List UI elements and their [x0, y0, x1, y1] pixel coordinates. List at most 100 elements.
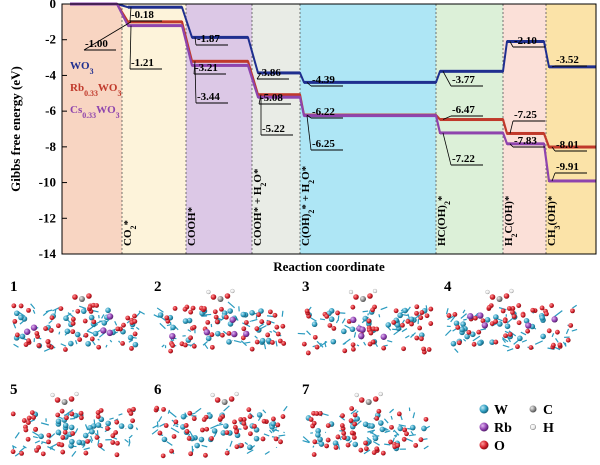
oxygen-atom — [240, 335, 246, 341]
tungsten-atom — [88, 314, 95, 321]
bond — [128, 439, 131, 444]
value-label: -2.10 — [514, 35, 537, 47]
bond — [312, 445, 315, 448]
bond — [118, 340, 121, 343]
rubidium-atom — [359, 326, 366, 333]
series-labels: WO3 Rb0.33WO3 Cs0.33WO3 — [70, 60, 121, 120]
tungsten-atom — [247, 444, 253, 451]
oxygen-atom — [414, 304, 420, 310]
tungsten-atom — [182, 318, 189, 324]
x-axis-label: Reaction coordinate — [273, 259, 385, 274]
oxygen-atom — [115, 440, 120, 446]
oxygen-atom — [238, 417, 244, 422]
tungsten-atom — [19, 333, 26, 340]
value-label-leader — [551, 65, 556, 68]
oxygen-atom — [96, 344, 102, 350]
tungsten-atom — [68, 340, 74, 347]
oxygen-atom — [201, 306, 207, 311]
oxygen-atom — [345, 442, 351, 448]
oxygen-atom — [200, 427, 205, 433]
oxygen-atom — [120, 341, 125, 346]
oxygen-atom — [204, 426, 210, 432]
oxygen-atom — [404, 431, 409, 437]
oxygen-atom — [246, 407, 252, 413]
tungsten-atom — [55, 429, 62, 436]
oxygen-atom — [209, 344, 215, 350]
oxygen-atom — [352, 412, 358, 418]
oxygen-atom — [446, 313, 452, 318]
oxygen-atom — [368, 330, 374, 336]
bond — [159, 423, 166, 428]
oxygen-atom — [26, 338, 31, 344]
oxygen-atom — [546, 328, 552, 334]
value-label-group: -1.21 — [129, 25, 162, 70]
bond — [308, 306, 312, 311]
bond — [251, 318, 258, 322]
bond — [167, 409, 171, 414]
bond — [353, 332, 357, 338]
rubidium-atom — [380, 333, 387, 340]
tungsten-atom — [72, 412, 79, 419]
state-region — [503, 4, 546, 254]
oxygen-atom — [46, 343, 52, 348]
bond — [463, 318, 467, 321]
bond — [319, 318, 326, 321]
rubidium-atom — [100, 327, 107, 334]
bond — [97, 338, 100, 341]
oxygen-atom — [224, 450, 230, 456]
bond — [306, 330, 312, 336]
energy-level — [258, 93, 300, 97]
bond — [380, 306, 388, 311]
tungsten-atom — [76, 439, 83, 446]
value-label: -3.77 — [452, 74, 475, 86]
bond — [246, 449, 254, 455]
oxygen-atom — [510, 306, 516, 311]
oxygen-atom — [125, 315, 131, 321]
value-label: -3.52 — [556, 54, 579, 66]
bond — [393, 433, 399, 437]
bond — [281, 310, 284, 317]
bond — [572, 304, 578, 309]
oxygen-atom — [29, 410, 35, 416]
oxygen-atom — [170, 343, 176, 348]
oxygen-atom — [452, 312, 458, 317]
legend-atom-label: O — [494, 439, 505, 454]
bond — [223, 405, 230, 412]
tungsten-atom — [504, 323, 511, 330]
bond — [263, 433, 270, 437]
value-label: -9.91 — [556, 161, 579, 173]
bond — [58, 331, 61, 335]
oxygen-atom — [423, 416, 429, 422]
oxygen-atom — [59, 408, 65, 414]
rubidium-atom — [551, 316, 558, 323]
energy-level — [549, 179, 596, 183]
oxygen-atom — [400, 322, 405, 328]
oxygen-atom — [331, 326, 337, 331]
tungsten-atom — [379, 426, 386, 433]
oxygen-atom — [110, 440, 116, 445]
structure-panel: 2 — [153, 279, 287, 354]
bond — [40, 442, 43, 445]
hydrogen-atom — [206, 289, 211, 295]
value-label-leader — [258, 94, 262, 105]
energy-level — [304, 80, 436, 84]
oxygen-atom — [224, 430, 230, 435]
value-label-group: -7.22 — [442, 132, 483, 166]
bond — [244, 441, 249, 445]
bond — [387, 339, 393, 343]
energy-level — [304, 114, 436, 118]
series-label: Rb0.33WO3 — [70, 82, 121, 98]
value-label: -4.39 — [312, 74, 335, 86]
value-label-leader — [509, 143, 514, 148]
tungsten-atom — [127, 423, 134, 430]
bond — [410, 430, 415, 436]
bond — [506, 317, 514, 324]
bond — [97, 439, 100, 446]
bond — [390, 415, 393, 420]
value-label-leader — [509, 41, 514, 48]
state-region — [436, 4, 503, 254]
oxygen-atom — [516, 320, 522, 326]
bond — [175, 425, 179, 428]
value-label-group: -3.52 — [551, 54, 587, 68]
energy-level — [128, 20, 182, 24]
